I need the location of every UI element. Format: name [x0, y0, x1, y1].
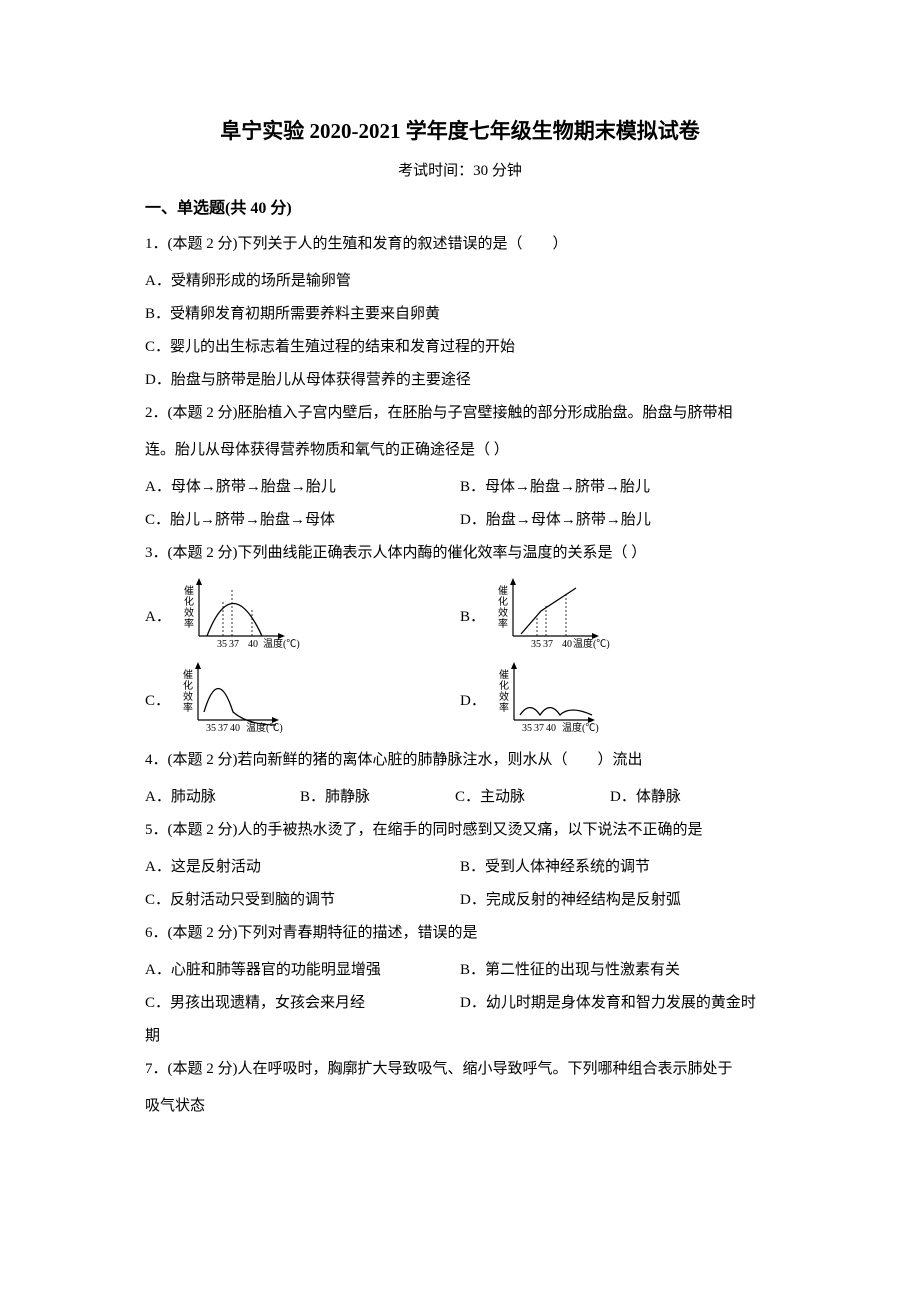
q3-stem: 3．(本题 2 分)下列曲线能正确表示人体内酶的催化效率与温度的关系是（ ） — [145, 537, 775, 570]
q4-option-d: D．体静脉 — [610, 781, 765, 814]
svg-text:效: 效 — [498, 606, 508, 619]
q6-option-c: C．男孩出现遗精，女孩会来月经 — [145, 987, 460, 1020]
q2-stem-line1: 2．(本题 2 分)胚胎植入子宫内壁后，在胚胎与子宫壁接触的部分形成胎盘。胎盘与… — [145, 397, 775, 430]
svg-text:温度(℃): 温度(℃) — [573, 637, 610, 650]
svg-text:40: 40 — [562, 639, 572, 650]
q5-option-b: B．受到人体神经系统的调节 — [460, 851, 775, 884]
q6-option-d-line2: 期 — [145, 1020, 775, 1053]
q7-stem-line1: 7．(本题 2 分)人在呼吸时，胸廓扩大导致吸气、缩小导致呼气。下列哪种组合表示… — [145, 1053, 775, 1086]
svg-text:率: 率 — [184, 617, 194, 630]
q5-option-d: D．完成反射的神经结构是反射弧 — [460, 884, 775, 917]
q3-graph-a: 催 化 效 率 35 37 40 温度(℃) — [177, 576, 312, 654]
q5-stem: 5．(本题 2 分)人的手被热水烫了，在缩手的同时感到又烫又痛，以下说法不正确的… — [145, 814, 775, 847]
q2-options-row2: C．胎儿→脐带→胎盘→母体 D．胎盘→母体→脐带→胎儿 — [145, 504, 775, 537]
q1-stem: 1．(本题 2 分)下列关于人的生殖和发育的叙述错误的是（ ） — [145, 228, 775, 261]
svg-text:化: 化 — [498, 595, 508, 608]
q3-option-c-label: C． — [145, 689, 170, 710]
svg-text:催: 催 — [183, 668, 193, 681]
svg-text:率: 率 — [499, 701, 509, 714]
svg-text:化: 化 — [499, 679, 509, 692]
svg-text:率: 率 — [498, 617, 508, 630]
q4-option-c: C．主动脉 — [455, 781, 610, 814]
q4-option-b: B．肺静脉 — [300, 781, 455, 814]
svg-text:37: 37 — [229, 639, 239, 650]
svg-text:效: 效 — [184, 606, 194, 619]
q3-graph-row1: A． 催 化 效 率 35 37 40 温度(℃) B． 催 — [145, 576, 775, 654]
svg-text:催: 催 — [498, 584, 508, 597]
q2-stem-line2: 连。胎儿从母体获得营养物质和氧气的正确途径是（ ） — [145, 434, 775, 467]
q2-option-c: C．胎儿→脐带→胎盘→母体 — [145, 504, 460, 537]
q6-options-row1: A．心脏和肺等器官的功能明显增强 B．第二性征的出现与性激素有关 — [145, 954, 775, 987]
q1-option-b: B．受精卵发育初期所需要养料主要来自卵黄 — [145, 298, 775, 331]
svg-text:温度(℃): 温度(℃) — [263, 637, 300, 650]
svg-text:催: 催 — [499, 668, 509, 681]
svg-text:温度(℃): 温度(℃) — [562, 721, 599, 734]
q3-option-a-label: A． — [145, 605, 171, 626]
svg-text:效: 效 — [183, 690, 193, 703]
svg-text:37: 37 — [543, 639, 553, 650]
svg-text:效: 效 — [499, 690, 509, 703]
svg-text:37: 37 — [534, 723, 544, 734]
svg-text:催: 催 — [184, 584, 194, 597]
svg-text:率: 率 — [183, 701, 193, 714]
svg-text:化: 化 — [184, 595, 194, 608]
q6-option-b: B．第二性征的出现与性激素有关 — [460, 954, 775, 987]
q3-graph-d: 催 化 效 率 35 37 40 温度(℃) — [492, 660, 610, 738]
svg-text:35: 35 — [522, 723, 532, 734]
svg-text:40: 40 — [248, 639, 258, 650]
svg-text:化: 化 — [183, 679, 193, 692]
q2-option-d: D．胎盘→母体→脐带→胎儿 — [460, 504, 775, 537]
svg-text:温度(℃): 温度(℃) — [246, 721, 283, 734]
q1-option-c: C．婴儿的出生标志着生殖过程的结束和发育过程的开始 — [145, 331, 775, 364]
q4-options: A．肺动脉 B．肺静脉 C．主动脉 D．体静脉 — [145, 781, 775, 814]
q2-option-b: B．母体→胎盘→脐带→胎儿 — [460, 471, 775, 504]
q3-option-d-label: D． — [460, 689, 486, 710]
q2-option-a: A．母体→脐带→胎盘→胎儿 — [145, 471, 460, 504]
svg-text:40: 40 — [546, 723, 556, 734]
svg-text:35: 35 — [217, 639, 227, 650]
q5-options-row1: A．这是反射活动 B．受到人体神经系统的调节 — [145, 851, 775, 884]
q6-options-row2: C．男孩出现遗精，女孩会来月经 D．幼儿时期是身体发育和智力发展的黄金时 — [145, 987, 775, 1020]
q3-graph-c: 催 化 效 率 35 37 40 温度(℃) — [176, 660, 294, 738]
svg-text:40: 40 — [230, 723, 240, 734]
q6-stem: 6．(本题 2 分)下列对青春期特征的描述，错误的是 — [145, 917, 775, 950]
q1-option-d: D．胎盘与脐带是胎儿从母体获得营养的主要途径 — [145, 364, 775, 397]
q6-option-d-line1: D．幼儿时期是身体发育和智力发展的黄金时 — [460, 987, 775, 1020]
svg-text:35: 35 — [206, 723, 216, 734]
q4-stem: 4．(本题 2 分)若向新鲜的猪的离体心脏的肺静脉注水，则水从（ ）流出 — [145, 744, 775, 777]
q5-options-row2: C．反射活动只受到脑的调节 D．完成反射的神经结构是反射弧 — [145, 884, 775, 917]
section-header: 一、单选题(共 40 分) — [145, 194, 775, 218]
q7-stem-line2: 吸气状态 — [145, 1090, 775, 1123]
q3-option-b-label: B． — [460, 605, 485, 626]
q5-option-a: A．这是反射活动 — [145, 851, 460, 884]
q4-option-a: A．肺动脉 — [145, 781, 300, 814]
q2-options-row1: A．母体→脐带→胎盘→胎儿 B．母体→胎盘→脐带→胎儿 — [145, 471, 775, 504]
exam-subtitle: 考试时间：30 分钟 — [145, 159, 775, 180]
svg-text:37: 37 — [218, 723, 228, 734]
q3-graph-row2: C． 催 化 效 率 35 37 40 温度(℃) D． 催 化 效 率 — [145, 660, 775, 738]
q5-option-c: C．反射活动只受到脑的调节 — [145, 884, 460, 917]
exam-title: 阜宁实验 2020-2021 学年度七年级生物期末模拟试卷 — [145, 115, 775, 145]
q3-graph-b: 催 化 效 率 35 37 40 温度(℃) — [491, 576, 626, 654]
svg-text:35: 35 — [531, 639, 541, 650]
q1-option-a: A．受精卵形成的场所是输卵管 — [145, 265, 775, 298]
q6-option-a: A．心脏和肺等器官的功能明显增强 — [145, 954, 460, 987]
